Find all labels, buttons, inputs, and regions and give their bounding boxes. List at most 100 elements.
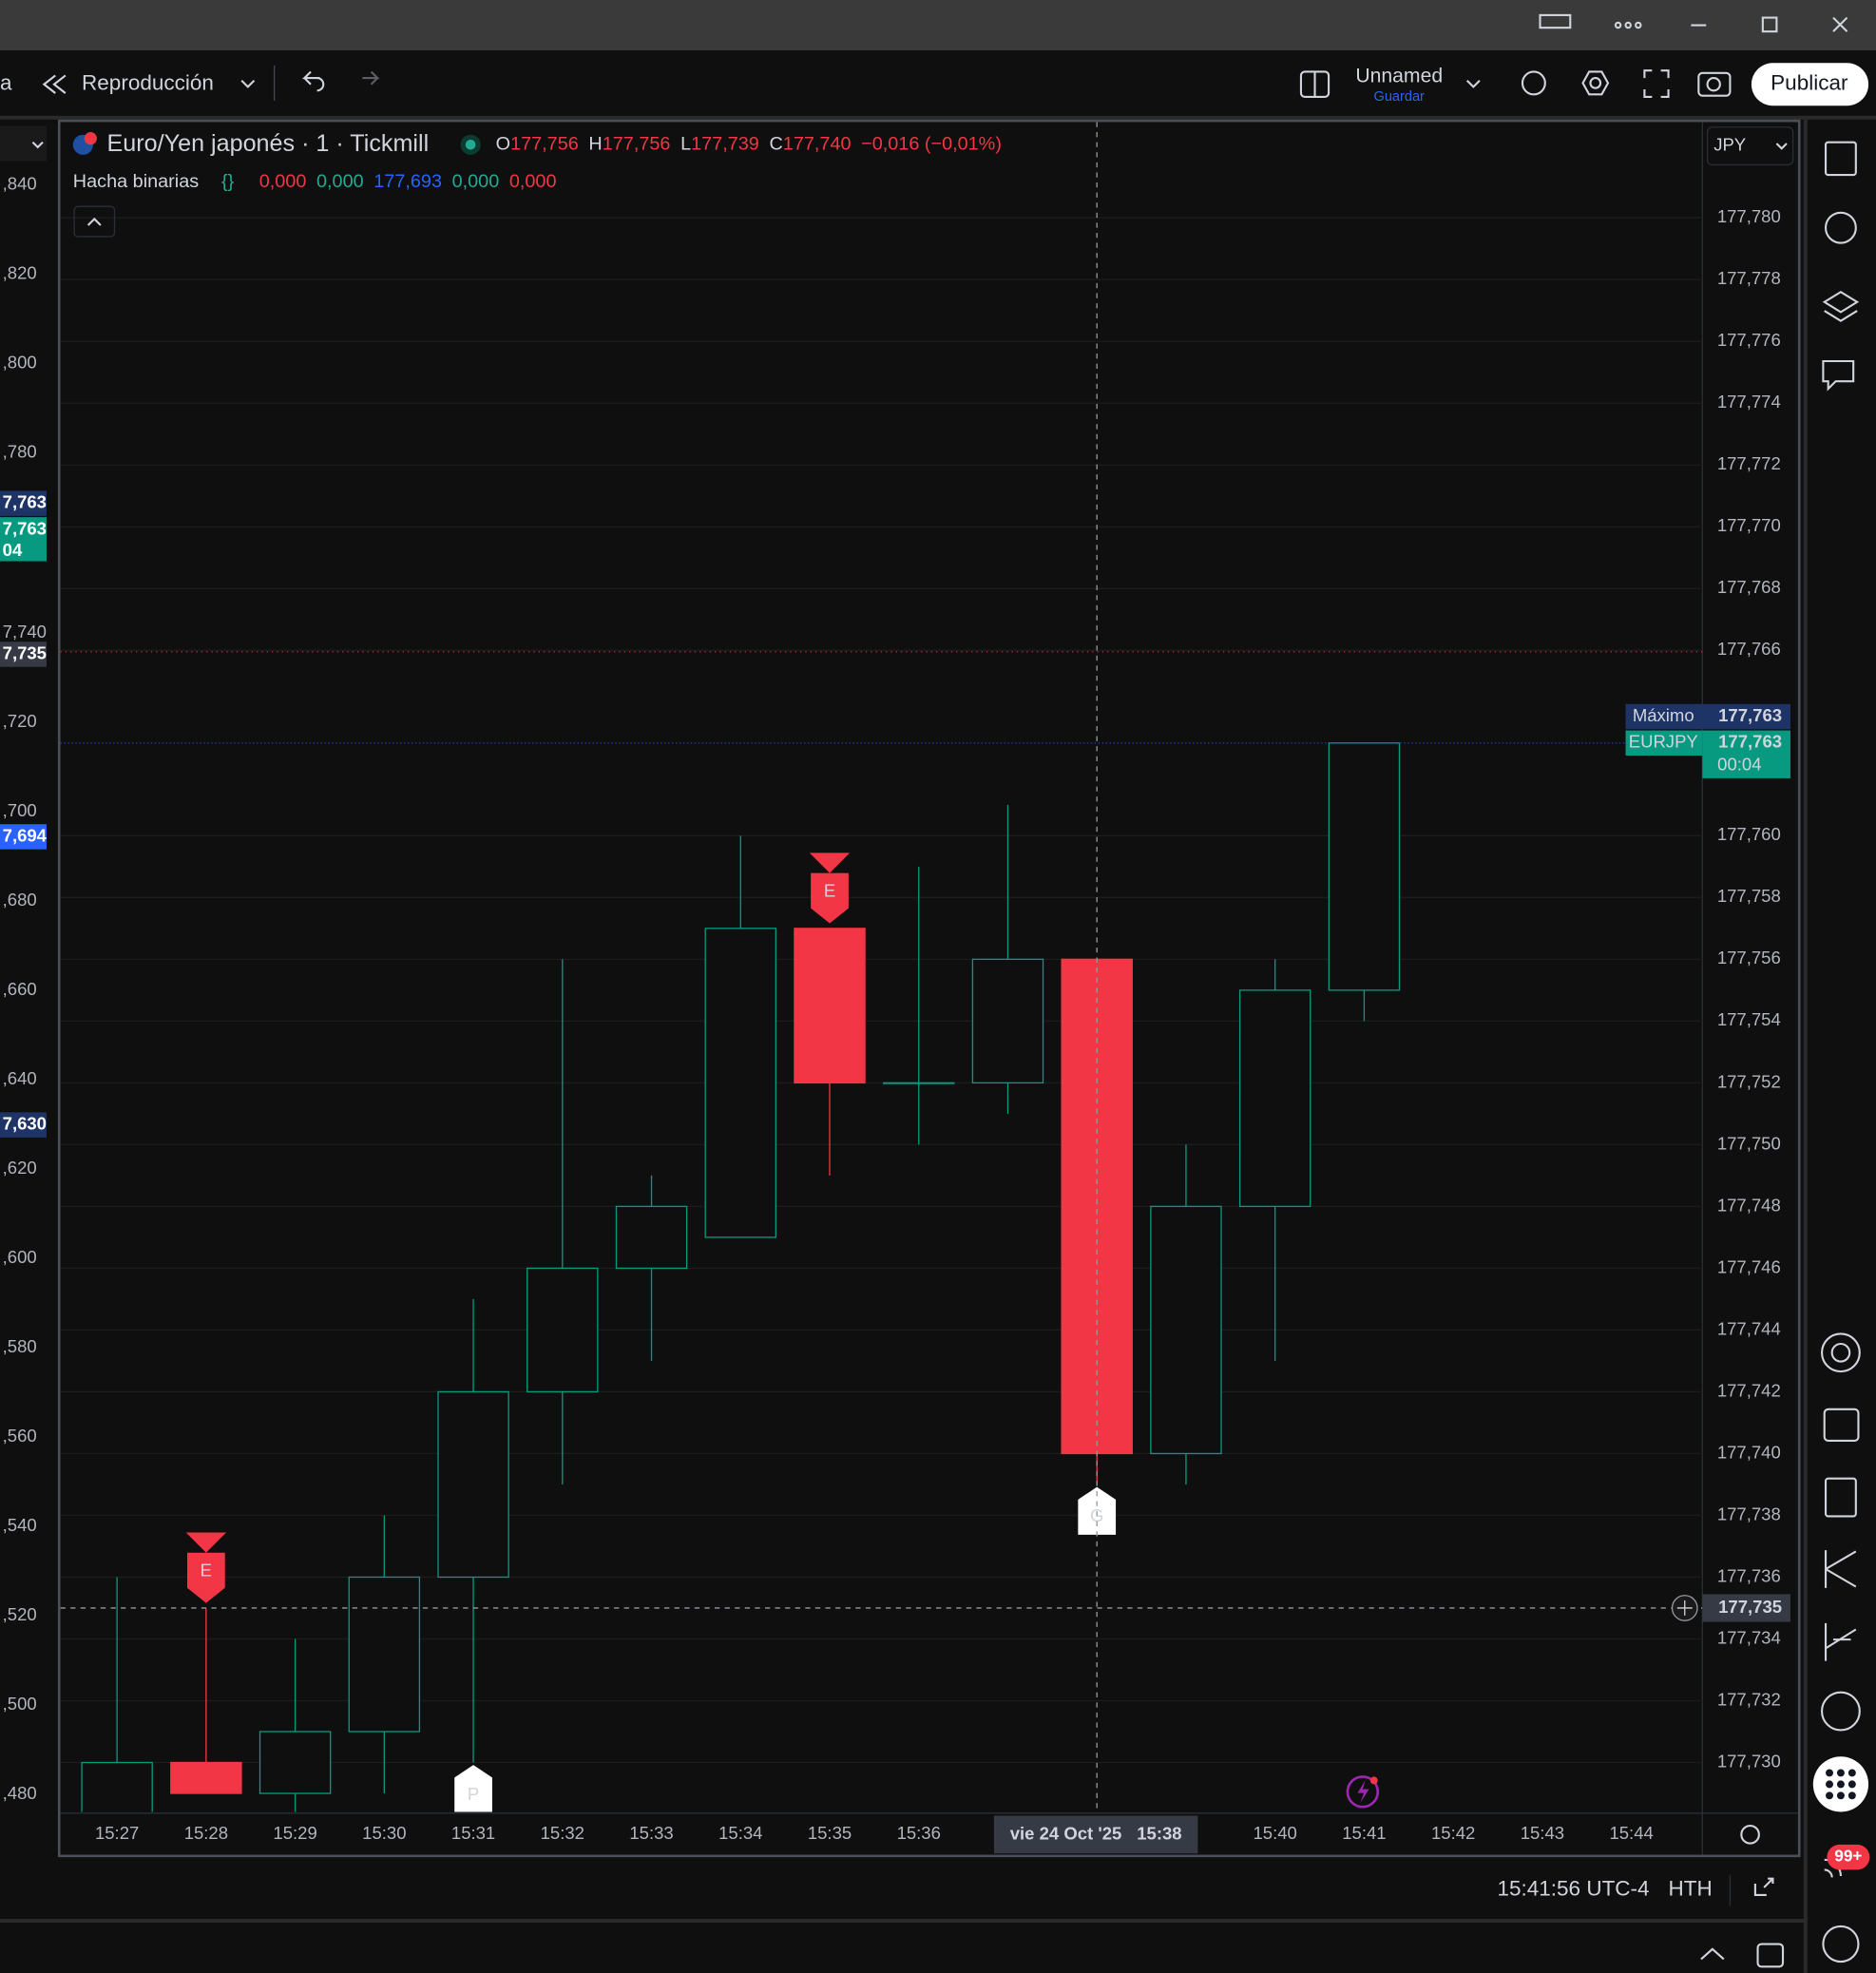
- close[interactable]: [1832, 16, 1848, 32]
- marker: [454, 1765, 492, 1812]
- layout-name[interactable]: Unnamed: [1355, 65, 1443, 86]
- watchlist-icon[interactable]: [1824, 141, 1857, 177]
- calendar-icon[interactable]: [1823, 1408, 1860, 1443]
- left-axis-label: ,580: [3, 1336, 37, 1356]
- y-tick-label: 177,744: [1717, 1318, 1781, 1338]
- chart-frame: [57, 119, 1801, 1858]
- redo[interactable]: [362, 70, 380, 86]
- more-icon: [1635, 21, 1642, 29]
- replay-button[interactable]: Reproducción: [82, 71, 214, 95]
- collapse-icon[interactable]: [86, 217, 102, 226]
- indicator-value: 0,000: [316, 171, 364, 192]
- marker: [187, 1552, 225, 1603]
- left-axis-label: ,820: [3, 263, 37, 283]
- chevron: [31, 141, 44, 149]
- clock[interactable]: 15:41:56 UTC-4: [1497, 1877, 1649, 1901]
- sidebar: [1821, 141, 1861, 1963]
- alert-icon[interactable]: [1521, 70, 1546, 96]
- candle-body: [883, 1082, 955, 1084]
- target-icon[interactable]: [1821, 1332, 1861, 1373]
- grid: [60, 217, 1703, 1764]
- indicator-name[interactable]: Hacha binarias: [73, 171, 199, 192]
- chevron[interactable]: [1775, 143, 1788, 150]
- chevron[interactable]: [240, 80, 256, 88]
- candle-body: [1061, 958, 1133, 1455]
- trade-icon[interactable]: [1824, 1622, 1857, 1661]
- dot: [1847, 1769, 1856, 1777]
- price-badge: [1702, 703, 1790, 730]
- x-tick-label: 15:42: [1431, 1823, 1475, 1843]
- status-dot: [465, 139, 476, 150]
- session[interactable]: HTH: [1669, 1877, 1713, 1901]
- globe-icon[interactable]: [1821, 1691, 1861, 1732]
- crosshair-add: [1676, 1600, 1693, 1616]
- left-axis-label: 7,740: [3, 622, 47, 642]
- symbol-flag: [84, 132, 97, 145]
- currency-select[interactable]: [1706, 126, 1794, 166]
- publish-label[interactable]: Publicar: [1771, 71, 1848, 95]
- left-axis-label: ,720: [3, 711, 37, 731]
- x-tick-label: 15:40: [1254, 1823, 1297, 1843]
- apps-dots: [1826, 1769, 1856, 1800]
- settings-icon[interactable]: [1581, 70, 1610, 96]
- ideas-icon[interactable]: [1824, 1550, 1857, 1588]
- notification-count[interactable]: 99+: [1834, 1847, 1862, 1866]
- price-label: 177,763: [1718, 705, 1782, 725]
- news-icon[interactable]: [1824, 1477, 1857, 1518]
- left-axis-label: ,640: [3, 1068, 37, 1088]
- more-icon[interactable]: [1614, 21, 1622, 29]
- save-link[interactable]: Guardar: [1374, 89, 1426, 105]
- restore[interactable]: [1761, 16, 1778, 33]
- marker-label: P: [468, 1784, 479, 1804]
- ohlc-change: −0,016 (−0,01%): [861, 134, 1002, 155]
- axis-settings[interactable]: [1740, 1825, 1760, 1845]
- left-axis-label: ,500: [3, 1694, 37, 1714]
- chevron[interactable]: [1465, 80, 1481, 88]
- title-bar: [0, 0, 1876, 50]
- y-tick-label: 177,770: [1717, 515, 1781, 535]
- layers-icon[interactable]: [1822, 290, 1860, 322]
- crosshair-time: vie 24 Oct '25 15:38: [1010, 1823, 1182, 1843]
- publish-button[interactable]: [1751, 63, 1869, 106]
- symbol-title[interactable]: Euro/Yen japonés · 1 · Tickmill: [107, 130, 430, 157]
- lightning-icon[interactable]: [1346, 1775, 1380, 1809]
- toolbar-fragment: a: [0, 71, 12, 95]
- y-tick-label: 177,752: [1717, 1071, 1781, 1091]
- collapse-button[interactable]: [73, 205, 116, 238]
- x-tick-label: 15:35: [808, 1823, 852, 1843]
- left-axis-label: ,620: [3, 1158, 37, 1178]
- marker-arrow: [185, 1532, 227, 1553]
- pin-icon[interactable]: [1539, 13, 1572, 29]
- replay-icon[interactable]: [42, 74, 67, 94]
- crosshair-date: vie 24 Oct '25: [1010, 1823, 1122, 1843]
- fullscreen-icon[interactable]: [1643, 69, 1670, 99]
- price-name-badge: [1625, 730, 1703, 757]
- notification-badge[interactable]: [1827, 1844, 1870, 1870]
- left-axis-badge: [0, 642, 47, 667]
- left-axis-badge: [0, 517, 47, 543]
- help-icon[interactable]: [1822, 1925, 1860, 1963]
- y-tick-label: 177,768: [1717, 577, 1781, 597]
- price-label: 177,763: [1718, 732, 1782, 752]
- x-tick-label: 15:32: [541, 1823, 584, 1843]
- settings-icon: [1589, 77, 1602, 89]
- chat-icon[interactable]: [1822, 359, 1855, 392]
- candle-body: [1238, 989, 1311, 1208]
- currency[interactable]: JPY: [1713, 134, 1746, 154]
- price-name-badge: [1625, 703, 1703, 730]
- panel-toggle[interactable]: [1700, 1947, 1725, 1961]
- ohlc-key: O: [496, 134, 510, 155]
- indicator-value: 0,000: [509, 171, 557, 192]
- panel-icon[interactable]: [1756, 1943, 1785, 1968]
- indicator-values: 0,000 0,000 177,693 0,000 0,000: [259, 171, 557, 192]
- maximize-icon[interactable]: [1753, 1877, 1774, 1896]
- window-controls[interactable]: [1539, 13, 1848, 33]
- ohlc-legend: O177,756 H177,756 L177,739 C177,740 −0,016 (…: [496, 134, 1002, 155]
- left-axis-label: ,660: [3, 979, 37, 999]
- alarm-icon[interactable]: [1824, 211, 1857, 244]
- left-pane-header: [0, 125, 47, 162]
- x-tick-label: 15:34: [718, 1823, 762, 1843]
- candle-body: [258, 1731, 332, 1794]
- undo[interactable]: [301, 70, 325, 92]
- snapshot-icon[interactable]: [1697, 71, 1732, 97]
